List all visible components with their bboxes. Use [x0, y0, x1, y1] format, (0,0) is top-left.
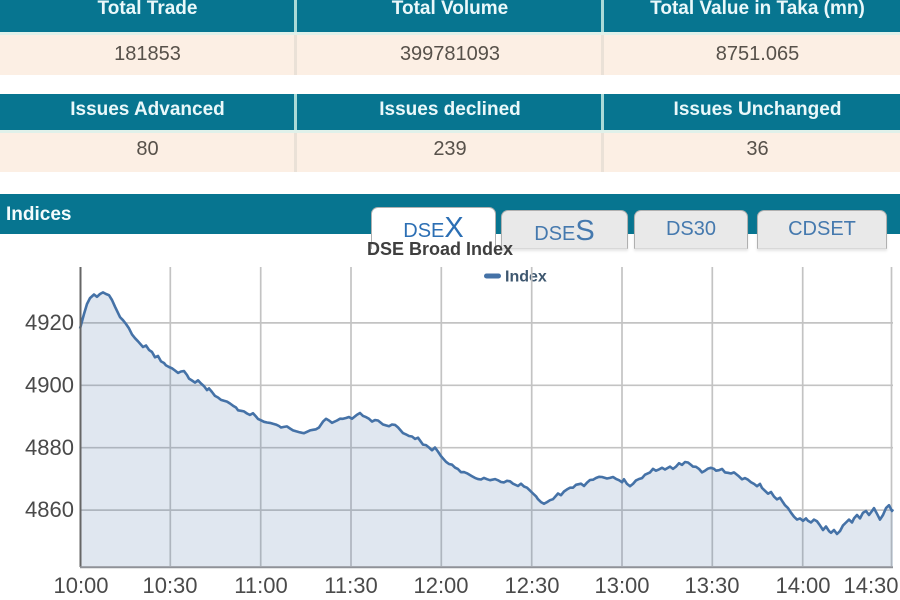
- svg-text:13:30: 13:30: [684, 573, 739, 598]
- svg-text:4900: 4900: [25, 372, 74, 397]
- svg-text:DSE Broad Index: DSE Broad Index: [367, 239, 513, 259]
- svg-text:4880: 4880: [25, 435, 74, 460]
- svg-text:Index: Index: [505, 269, 547, 286]
- svg-text:14:30: 14:30: [843, 573, 898, 598]
- svg-text:10:00: 10:00: [53, 573, 108, 598]
- svg-text:12:00: 12:00: [413, 573, 468, 598]
- svg-text:10:30: 10:30: [142, 573, 197, 598]
- svg-text:14:00: 14:00: [775, 573, 830, 598]
- svg-text:4860: 4860: [25, 497, 74, 522]
- svg-text:12:30: 12:30: [504, 573, 559, 598]
- svg-text:11:30: 11:30: [324, 573, 377, 598]
- svg-text:13:00: 13:00: [594, 573, 649, 598]
- svg-text:11:00: 11:00: [234, 573, 287, 598]
- svg-text:4920: 4920: [25, 310, 74, 335]
